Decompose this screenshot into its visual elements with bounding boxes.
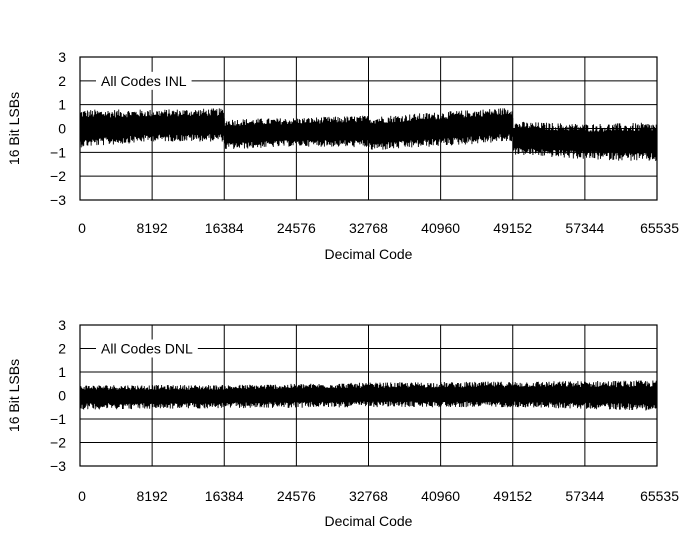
dnl-y-tick-label: −1 bbox=[50, 411, 66, 427]
dnl-x-tick-label: 65535 bbox=[640, 488, 679, 504]
inl-y-tick-label: −2 bbox=[50, 168, 66, 184]
inl-y-axis-label: 16 Bit LSBs bbox=[6, 92, 22, 165]
dnl-y-tick-label: 0 bbox=[58, 388, 66, 404]
dnl-y-axis-label: 16 Bit LSBs bbox=[6, 359, 22, 432]
dnl-trace bbox=[79, 380, 658, 411]
dnl-x-tick-label: 24576 bbox=[277, 488, 316, 504]
inl-y-tick-label: 3 bbox=[58, 49, 66, 65]
dnl-x-tick-labels: 0 8192 16384 24576 32768 40960 49152 57344 65535 bbox=[78, 488, 679, 504]
inl-annotation: All Codes INL bbox=[101, 73, 187, 89]
dnl-x-tick-label: 8192 bbox=[137, 488, 168, 504]
inl-x-tick-label: 57344 bbox=[565, 220, 604, 236]
inl-x-tick-label: 49152 bbox=[493, 220, 532, 236]
dnl-x-tick-label: 0 bbox=[78, 488, 86, 504]
inl-y-tick-labels: 3 2 1 0 −1 −2 −3 bbox=[50, 49, 66, 208]
dnl-y-tick-label: 3 bbox=[58, 317, 66, 333]
inl-x-tick-label: 65535 bbox=[640, 220, 679, 236]
inl-x-tick-label: 24576 bbox=[277, 220, 316, 236]
inl-x-tick-label: 16384 bbox=[205, 220, 244, 236]
inl-x-tick-label: 32768 bbox=[349, 220, 388, 236]
inl-chart: All Codes INL 3 2 1 0 −1 −2 −3 0 8192 16384 24576… bbox=[6, 49, 679, 262]
inl-y-tick-label: 0 bbox=[58, 121, 66, 137]
inl-y-tick-label: −1 bbox=[50, 144, 66, 160]
dnl-chart: All Codes DNL 3 2 1 0 −1 −2 −3 0 8192 16384 24576… bbox=[6, 317, 679, 529]
dnl-y-tick-label: −2 bbox=[50, 435, 66, 451]
inl-x-tick-labels: 0 8192 16384 24576 32768 40960 49152 57344 65535 bbox=[78, 220, 679, 236]
dnl-x-tick-label: 40960 bbox=[421, 488, 460, 504]
dnl-y-tick-label: 1 bbox=[58, 364, 66, 380]
dnl-series-line bbox=[79, 380, 658, 411]
dnl-x-tick-label: 49152 bbox=[493, 488, 532, 504]
inl-annotation-background bbox=[96, 71, 192, 90]
dnl-x-tick-label: 16384 bbox=[205, 488, 244, 504]
dnl-y-tick-label: −3 bbox=[50, 458, 66, 474]
dnl-y-tick-labels: 3 2 1 0 −1 −2 −3 bbox=[50, 317, 66, 474]
inl-y-tick-label: 2 bbox=[58, 73, 66, 89]
inl-trace bbox=[79, 108, 658, 162]
inl-x-tick-label: 8192 bbox=[137, 220, 168, 236]
inl-x-tick-label: 0 bbox=[78, 220, 86, 236]
dnl-annotation-background bbox=[96, 339, 198, 358]
inl-y-tick-label: −3 bbox=[50, 192, 66, 208]
inl-x-axis-label: Decimal Code bbox=[325, 246, 413, 262]
inl-series-line bbox=[79, 108, 658, 162]
inl-y-tick-label: 1 bbox=[58, 97, 66, 113]
dnl-x-tick-label: 57344 bbox=[565, 488, 604, 504]
dnl-x-tick-label: 32768 bbox=[349, 488, 388, 504]
dnl-x-axis-label: Decimal Code bbox=[325, 513, 413, 529]
dnl-y-tick-label: 2 bbox=[58, 341, 66, 357]
inl-x-tick-label: 40960 bbox=[421, 220, 460, 236]
dnl-annotation: All Codes DNL bbox=[101, 341, 193, 357]
